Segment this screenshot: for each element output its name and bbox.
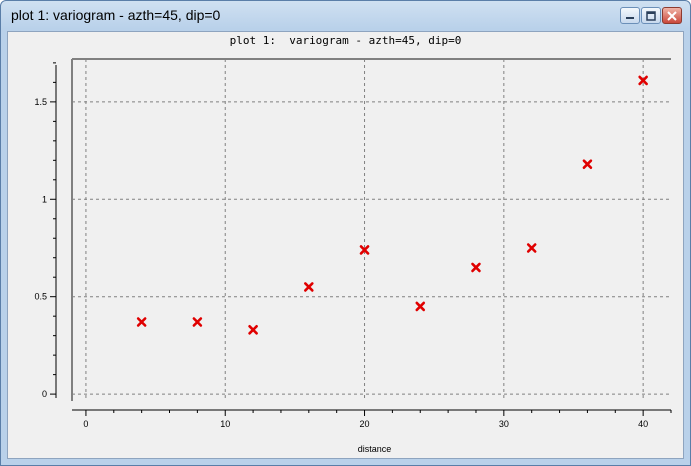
y-tick-label: 0.5 (34, 292, 47, 302)
x-tick-label: 10 (220, 419, 230, 429)
data-point (582, 159, 593, 170)
maximize-icon (646, 10, 656, 21)
data-point (471, 262, 481, 273)
minimize-button[interactable] (620, 7, 640, 24)
data-point (526, 243, 537, 253)
y-tick-label: 1 (42, 194, 47, 204)
minimize-icon (626, 16, 634, 19)
x-tick-label: 0 (83, 419, 88, 429)
x-tick-label: 30 (499, 419, 509, 429)
x-tick-label: 40 (638, 419, 648, 429)
close-icon (667, 10, 677, 21)
close-button[interactable] (662, 7, 682, 24)
plot-area: plot 1: variogram - azth=45, dip=0 0 0.5 1… (7, 31, 684, 459)
title-bar[interactable]: plot 1: variogram - azth=45, dip=0 (1, 1, 690, 31)
data-point (136, 317, 147, 327)
data-point (304, 282, 314, 292)
variogram-chart: 0 0.5 1 1.5 0 10 20 30 40 distance (34, 58, 672, 454)
data-point (638, 75, 648, 86)
data-point (415, 301, 426, 312)
x-tick-label: 20 (360, 419, 370, 429)
plot-title: plot 1: variogram - azth=45, dip=0 (229, 34, 462, 47)
maximize-button[interactable] (641, 7, 661, 24)
x-axis-label: distance (358, 444, 392, 454)
window-controls (620, 7, 682, 25)
data-point (248, 325, 258, 335)
y-tick-label: 0 (42, 389, 47, 399)
window-title: plot 1: variogram - azth=45, dip=0 (11, 7, 221, 23)
y-tick-label: 1.5 (34, 97, 47, 107)
data-point (192, 317, 203, 327)
data-point (359, 245, 370, 255)
